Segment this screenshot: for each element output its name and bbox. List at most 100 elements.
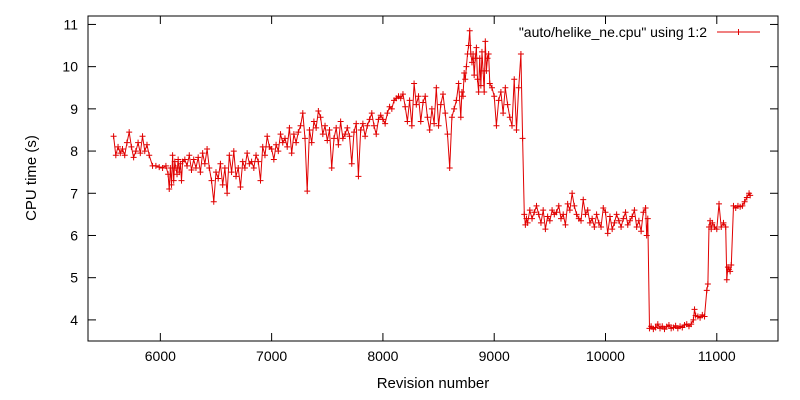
- data-point: [569, 190, 576, 197]
- data-point: [178, 177, 185, 184]
- data-point: [446, 164, 453, 171]
- data-point: [230, 148, 237, 155]
- data-point: [481, 88, 488, 95]
- data-point: [431, 120, 438, 127]
- data-point: [465, 42, 472, 49]
- x-tick-label: 8000: [367, 348, 398, 364]
- data-point: [484, 55, 491, 62]
- data-point: [281, 135, 288, 142]
- data-point: [419, 99, 426, 106]
- data-point: [195, 154, 202, 161]
- data-point: [578, 217, 585, 224]
- data-point: [170, 177, 177, 184]
- x-tick-label: 9000: [479, 348, 510, 364]
- data-point: [208, 177, 215, 184]
- data-point: [739, 202, 746, 209]
- data-point: [476, 55, 483, 62]
- data-point: [533, 202, 540, 209]
- data-point: [495, 97, 502, 104]
- data-point: [440, 91, 447, 98]
- data-point: [162, 162, 169, 169]
- data-point: [584, 207, 591, 214]
- data-point: [139, 133, 146, 140]
- data-point: [406, 97, 413, 104]
- data-point: [553, 209, 560, 216]
- data-point: [165, 171, 172, 178]
- data-point: [371, 122, 378, 129]
- data-point: [261, 152, 268, 159]
- data-point: [460, 93, 467, 100]
- data-point: [709, 219, 716, 226]
- data-point: [582, 211, 589, 218]
- data-point: [546, 217, 553, 224]
- data-point: [197, 169, 204, 176]
- data-point: [457, 114, 464, 121]
- data-point: [313, 124, 320, 131]
- data-point: [201, 160, 208, 167]
- data-point: [448, 114, 455, 121]
- data-point: [722, 224, 729, 231]
- data-point: [526, 207, 533, 214]
- data-point: [485, 50, 492, 57]
- data-point: [513, 126, 520, 133]
- y-tick-label: 10: [62, 59, 78, 75]
- legend-label: "auto/helike_ne.cpu" using 1:2: [519, 24, 707, 40]
- data-point: [688, 321, 695, 328]
- legend-marker: [735, 29, 742, 35]
- data-point: [523, 215, 530, 222]
- data-point: [255, 158, 262, 165]
- data-point: [600, 205, 607, 212]
- data-point: [624, 221, 631, 228]
- data-point: [478, 48, 485, 55]
- data-point: [399, 91, 406, 98]
- data-point: [344, 124, 351, 131]
- data-point: [549, 207, 556, 214]
- data-point: [110, 133, 117, 140]
- data-point: [426, 126, 433, 133]
- data-point: [130, 154, 137, 161]
- data-point: [613, 211, 620, 218]
- data-point: [462, 76, 469, 83]
- data-point: [295, 129, 302, 136]
- data-point: [112, 152, 119, 159]
- data-point: [297, 122, 304, 129]
- data-point: [388, 105, 395, 112]
- data-point: [368, 110, 375, 117]
- data-point: [215, 175, 222, 182]
- data-point: [509, 122, 516, 129]
- data-point: [333, 124, 340, 131]
- data-point: [704, 281, 711, 288]
- data-point: [542, 226, 549, 233]
- data-point: [210, 198, 217, 205]
- data-point: [517, 50, 524, 57]
- data-point: [589, 215, 596, 222]
- data-point: [330, 135, 337, 142]
- x-axis-title: Revision number: [377, 375, 490, 392]
- data-point: [433, 84, 440, 91]
- data-point: [408, 122, 415, 129]
- data-point: [326, 126, 333, 133]
- data-point: [350, 129, 357, 136]
- data-point: [529, 215, 536, 222]
- data-point: [308, 139, 315, 146]
- series-group: [110, 27, 754, 333]
- data-point: [199, 150, 206, 157]
- data-point: [455, 80, 462, 87]
- data-point: [277, 131, 284, 138]
- data-point: [557, 215, 564, 222]
- data-point: [544, 213, 551, 220]
- data-point: [504, 101, 511, 108]
- data-point: [690, 316, 697, 323]
- data-point: [468, 59, 475, 66]
- data-point: [293, 139, 300, 146]
- data-point: [146, 152, 153, 159]
- data-point: [221, 164, 228, 171]
- y-tick-label: 7: [70, 185, 78, 201]
- data-point: [444, 131, 451, 138]
- data-point: [728, 262, 735, 269]
- data-point: [611, 219, 618, 226]
- data-point: [743, 194, 750, 201]
- data-point: [435, 122, 442, 129]
- data-point: [475, 88, 482, 95]
- data-point: [442, 110, 449, 117]
